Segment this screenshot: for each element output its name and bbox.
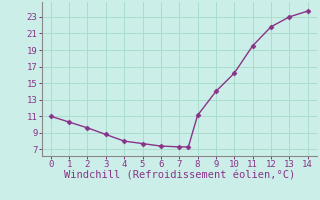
X-axis label: Windchill (Refroidissement éolien,°C): Windchill (Refroidissement éolien,°C) <box>64 171 295 181</box>
